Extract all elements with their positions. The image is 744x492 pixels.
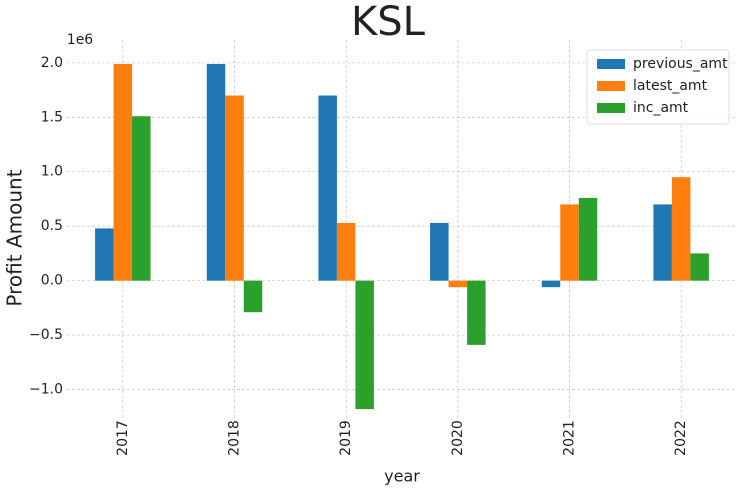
x-tick-label: 2021	[562, 420, 578, 456]
bar	[578, 197, 598, 281]
bar	[95, 228, 114, 281]
bar	[355, 280, 374, 410]
y-tick-label: 1.0	[41, 164, 63, 180]
bar	[560, 204, 579, 281]
x-tick-label: 2018	[227, 420, 243, 456]
y-axis-label: Profit Amount	[3, 169, 27, 306]
x-tick-label: 2022	[673, 420, 689, 456]
y-tick-label: 0.0	[41, 273, 63, 289]
y-offset-label: 1e6	[67, 32, 94, 48]
bar	[206, 63, 226, 281]
legend-label: previous_amt	[633, 56, 728, 72]
legend-label: latest_amt	[633, 78, 708, 94]
bar	[690, 253, 709, 281]
chart-title: KSL	[351, 0, 426, 45]
x-tick-label: 2017	[115, 420, 131, 456]
x-tick-label: 2019	[338, 420, 354, 456]
bar	[448, 280, 468, 288]
legend-swatch	[597, 81, 625, 91]
bar	[113, 63, 133, 281]
y-tick-label: −0.5	[29, 327, 63, 343]
bar	[541, 280, 561, 288]
bar	[318, 95, 337, 281]
y-tick-label: 2.0	[41, 55, 63, 71]
y-tick-label: 1.5	[41, 109, 63, 125]
bar	[653, 204, 672, 281]
bar	[430, 222, 449, 281]
y-tick-label: 0.5	[41, 218, 63, 234]
legend-swatch	[597, 59, 625, 69]
x-tick-label: 2020	[450, 420, 466, 456]
bar	[132, 116, 151, 281]
bar	[243, 280, 263, 313]
bar	[467, 280, 486, 345]
legend-label: inc_amt	[633, 100, 689, 116]
bar	[336, 222, 356, 281]
bar	[225, 95, 244, 281]
bar	[671, 177, 691, 281]
y-tick-label: −1.0	[29, 382, 63, 398]
legend-swatch	[597, 103, 625, 113]
x-axis-label: year	[384, 467, 420, 486]
